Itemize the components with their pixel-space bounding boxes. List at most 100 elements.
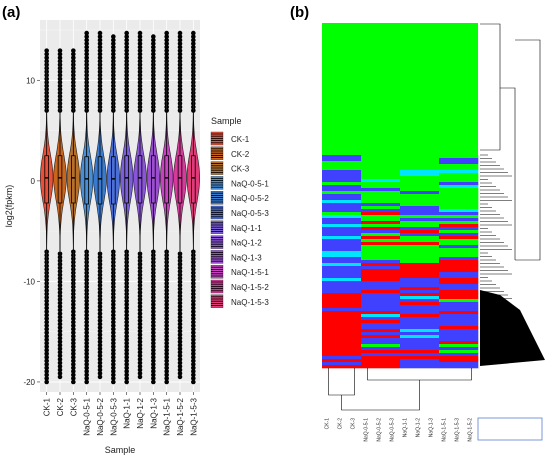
outlier-point — [177, 321, 183, 327]
outlier-point — [177, 55, 183, 61]
outlier-point — [164, 340, 169, 346]
heatmap-cell — [400, 305, 440, 309]
heatmap-cell — [439, 269, 479, 273]
outlier-point — [44, 379, 49, 385]
heatmap-column-label: NaQ-0-5-2 — [377, 418, 383, 442]
outlier-point — [57, 51, 63, 57]
outlier-point — [137, 325, 143, 330]
heatmap-cell — [439, 260, 479, 264]
heatmap-cell — [361, 164, 401, 168]
outlier-point — [191, 309, 196, 314]
heatmap-cell — [361, 233, 401, 237]
outlier-point — [164, 319, 169, 325]
outlier-point — [191, 312, 196, 318]
heatmap-cell — [439, 311, 479, 315]
heatmap-cell — [400, 188, 440, 192]
outlier-points — [44, 48, 49, 385]
heatmap-cell — [361, 170, 401, 174]
outlier-point — [177, 342, 183, 348]
heatmap-cell — [322, 254, 362, 258]
heatmap-cell — [322, 233, 362, 237]
outlier-point — [177, 374, 183, 380]
heatmap-cell — [439, 305, 479, 309]
heatmap-cell — [439, 263, 479, 267]
outlier-point — [71, 309, 76, 314]
outlier-points — [137, 30, 143, 380]
outlier-point — [151, 51, 156, 57]
outlier-point — [191, 37, 196, 43]
legend-key — [210, 131, 224, 146]
outlier-point — [151, 337, 156, 343]
outlier-point — [124, 344, 129, 350]
heatmap-cell — [322, 314, 362, 318]
outlier-point — [164, 48, 169, 53]
outlier-point — [57, 364, 63, 369]
heatmap-cell — [361, 176, 401, 180]
heatmap-cell — [439, 248, 479, 252]
heatmap-cell — [439, 272, 479, 276]
heatmap-cell — [439, 212, 479, 216]
heatmap-cell — [322, 356, 362, 360]
heatmap-cell — [400, 164, 440, 168]
heatmap-cell — [322, 185, 362, 189]
outlier-point — [97, 342, 103, 348]
outlier-point — [177, 346, 183, 352]
outlier-point — [44, 55, 49, 61]
outlier-point — [151, 316, 156, 321]
heatmap-cell — [322, 311, 362, 315]
outlier-point — [57, 321, 63, 327]
heatmap-cell — [439, 254, 479, 258]
heatmap-column-label: NaQ-1-5-1 — [442, 418, 448, 442]
heatmap-cell — [361, 314, 401, 318]
outlier-point — [44, 312, 49, 318]
outlier-point — [111, 41, 116, 46]
outlier-point — [97, 51, 103, 57]
outlier-point — [191, 30, 196, 36]
outlier-point — [177, 325, 183, 330]
heatmap-cell — [439, 197, 479, 201]
heatmap-cell — [439, 365, 479, 369]
heatmap-cell — [439, 176, 479, 180]
heatmap-cell — [322, 224, 362, 228]
outlier-point — [97, 325, 103, 330]
heatmap-cell — [361, 188, 401, 192]
heatmap-cell — [322, 227, 362, 231]
outlier-point — [124, 34, 129, 39]
outlier-point — [164, 326, 169, 332]
outlier-point — [97, 34, 103, 39]
heatmap-cell — [322, 290, 362, 294]
heatmap-cell — [322, 206, 362, 210]
outlier-point — [57, 367, 63, 373]
heatmap-cell — [439, 329, 479, 333]
outlier-point — [57, 349, 63, 355]
outlier-point — [124, 319, 129, 325]
heatmap-cell — [400, 236, 440, 240]
heatmap-cell — [439, 287, 479, 291]
heatmap-cell — [322, 248, 362, 252]
heatmap-cell — [439, 185, 479, 189]
outlier-point — [111, 337, 116, 343]
outlier-point — [164, 337, 169, 343]
heatmap-cell — [400, 227, 440, 231]
heatmap-cell — [400, 302, 440, 306]
outlier-point — [164, 330, 169, 335]
outlier-point — [177, 364, 183, 369]
outlier-point — [137, 318, 143, 323]
outlier-points — [71, 48, 76, 385]
outlier-point — [137, 342, 143, 348]
heatmap-cell — [439, 239, 479, 243]
outlier-point — [97, 311, 103, 316]
outlier-point — [97, 321, 103, 327]
heatmap-cell — [439, 161, 479, 165]
outlier-point — [97, 314, 103, 320]
heatmap-cell — [400, 194, 440, 198]
outlier-point — [97, 304, 103, 309]
legend-key — [210, 205, 224, 220]
outlier-point — [164, 376, 169, 381]
heatmap-cell — [439, 353, 479, 357]
heatmap-column-label: NaQ-0-5-3 — [390, 418, 396, 442]
outlier-point — [191, 365, 196, 371]
outlier-point — [97, 357, 103, 362]
outlier-point — [111, 340, 116, 346]
legend-label: NaQ-0-5-3 — [231, 209, 269, 218]
